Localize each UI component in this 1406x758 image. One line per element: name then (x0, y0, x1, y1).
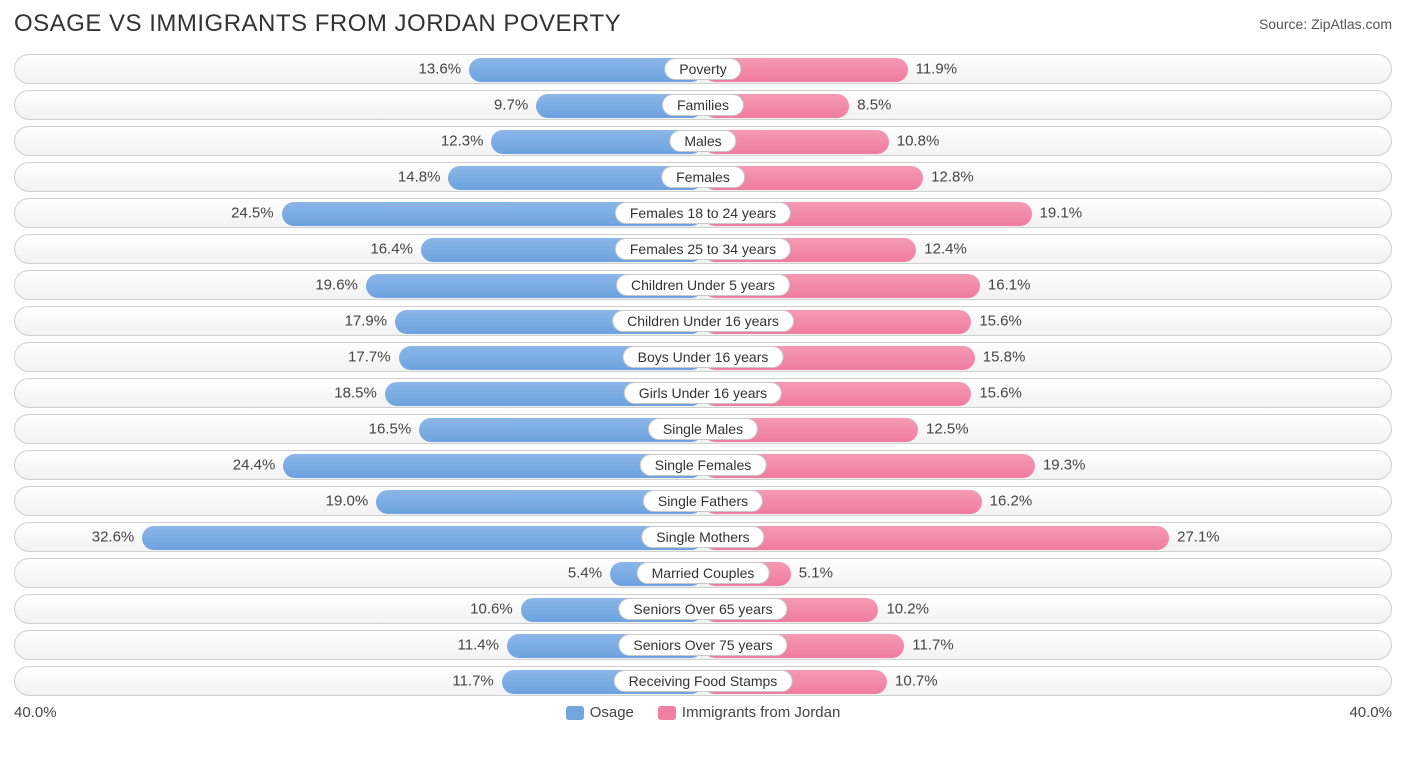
axis-max-left: 40.0% (14, 704, 74, 721)
category-label: Single Females (640, 454, 767, 476)
value-label-right: 27.1% (1177, 529, 1220, 546)
category-label: Single Mothers (641, 526, 764, 548)
legend-swatch-left (566, 706, 584, 720)
value-label-right: 15.6% (979, 385, 1022, 402)
legend-swatch-right (658, 706, 676, 720)
value-label-right: 19.1% (1040, 205, 1083, 222)
category-label: Girls Under 16 years (624, 382, 782, 404)
value-label-right: 11.7% (912, 637, 953, 654)
value-label-left: 12.3% (441, 133, 484, 150)
chart-row: 17.7% 15.8% Boys Under 16 years (14, 342, 1392, 372)
chart-row: 24.5% 19.1% Females 18 to 24 years (14, 198, 1392, 228)
source-attribution: Source: ZipAtlas.com (1259, 16, 1392, 32)
category-label: Boys Under 16 years (623, 346, 784, 368)
chart-row: 24.4% 19.3% Single Females (14, 450, 1392, 480)
chart-row: 13.6% 11.9% Poverty (14, 54, 1392, 84)
value-label-left: 5.4% (568, 565, 602, 582)
value-label-left: 24.5% (231, 205, 274, 222)
value-label-left: 16.4% (370, 241, 413, 258)
bar-right (703, 526, 1169, 550)
value-label-right: 16.2% (990, 493, 1033, 510)
value-label-left: 19.0% (326, 493, 369, 510)
value-label-right: 12.8% (931, 169, 974, 186)
chart-row: 17.9% 15.6% Children Under 16 years (14, 306, 1392, 336)
value-label-right: 15.6% (979, 313, 1022, 330)
legend-label-right: Immigrants from Jordan (682, 704, 840, 721)
value-label-left: 16.5% (369, 421, 412, 438)
category-label: Children Under 16 years (612, 310, 794, 332)
value-label-left: 17.9% (345, 313, 388, 330)
category-label: Males (669, 130, 736, 152)
value-label-right: 10.2% (886, 601, 929, 618)
category-label: Families (662, 94, 744, 116)
category-label: Married Couples (637, 562, 770, 584)
legend-label-left: Osage (590, 704, 634, 721)
value-label-right: 12.5% (926, 421, 969, 438)
value-label-left: 32.6% (92, 529, 135, 546)
value-label-left: 24.4% (233, 457, 276, 474)
category-label: Poverty (664, 58, 741, 80)
chart-row: 9.7% 8.5% Families (14, 90, 1392, 120)
chart-row: 10.6% 10.2% Seniors Over 65 years (14, 594, 1392, 624)
legend: Osage Immigrants from Jordan (566, 704, 841, 721)
category-label: Females 18 to 24 years (615, 202, 791, 224)
chart-row: 11.4% 11.7% Seniors Over 75 years (14, 630, 1392, 660)
chart-row: 19.6% 16.1% Children Under 5 years (14, 270, 1392, 300)
value-label-right: 12.4% (924, 241, 967, 258)
value-label-right: 5.1% (799, 565, 833, 582)
chart-footer: 40.0% Osage Immigrants from Jordan 40.0% (14, 704, 1392, 721)
value-label-left: 19.6% (315, 277, 358, 294)
value-label-left: 10.6% (470, 601, 513, 618)
value-label-left: 11.7% (452, 673, 493, 690)
chart-title: OSAGE VS IMMIGRANTS FROM JORDAN POVERTY (14, 10, 621, 38)
value-label-right: 10.7% (895, 673, 938, 690)
chart-row: 12.3% 10.8% Males (14, 126, 1392, 156)
value-label-right: 11.9% (916, 61, 957, 78)
chart-row: 16.4% 12.4% Females 25 to 34 years (14, 234, 1392, 264)
bar-left (142, 526, 703, 550)
value-label-right: 10.8% (897, 133, 940, 150)
value-label-left: 9.7% (494, 97, 528, 114)
header: OSAGE VS IMMIGRANTS FROM JORDAN POVERTY … (14, 10, 1392, 38)
value-label-left: 14.8% (398, 169, 441, 186)
value-label-left: 17.7% (348, 349, 391, 366)
category-label: Receiving Food Stamps (614, 670, 793, 692)
legend-item-right: Immigrants from Jordan (658, 704, 840, 721)
category-label: Seniors Over 75 years (618, 634, 787, 656)
value-label-left: 11.4% (458, 637, 499, 654)
category-label: Seniors Over 65 years (618, 598, 787, 620)
value-label-left: 18.5% (334, 385, 377, 402)
value-label-left: 13.6% (419, 61, 462, 78)
category-label: Single Fathers (643, 490, 763, 512)
chart-row: 18.5% 15.6% Girls Under 16 years (14, 378, 1392, 408)
legend-item-left: Osage (566, 704, 634, 721)
diverging-bar-chart: 13.6% 11.9% Poverty 9.7% 8.5% Families 12.3% 10… (14, 54, 1392, 696)
category-label: Females 25 to 34 years (615, 238, 791, 260)
value-label-right: 16.1% (988, 277, 1031, 294)
category-label: Single Males (648, 418, 758, 440)
chart-row: 14.8% 12.8% Females (14, 162, 1392, 192)
value-label-right: 19.3% (1043, 457, 1086, 474)
value-label-right: 8.5% (857, 97, 891, 114)
category-label: Females (661, 166, 745, 188)
category-label: Children Under 5 years (616, 274, 790, 296)
chart-row: 11.7% 10.7% Receiving Food Stamps (14, 666, 1392, 696)
chart-row: 32.6% 27.1% Single Mothers (14, 522, 1392, 552)
axis-max-right: 40.0% (1332, 704, 1392, 721)
chart-row: 16.5% 12.5% Single Males (14, 414, 1392, 444)
chart-row: 5.4% 5.1% Married Couples (14, 558, 1392, 588)
chart-row: 19.0% 16.2% Single Fathers (14, 486, 1392, 516)
value-label-right: 15.8% (983, 349, 1026, 366)
